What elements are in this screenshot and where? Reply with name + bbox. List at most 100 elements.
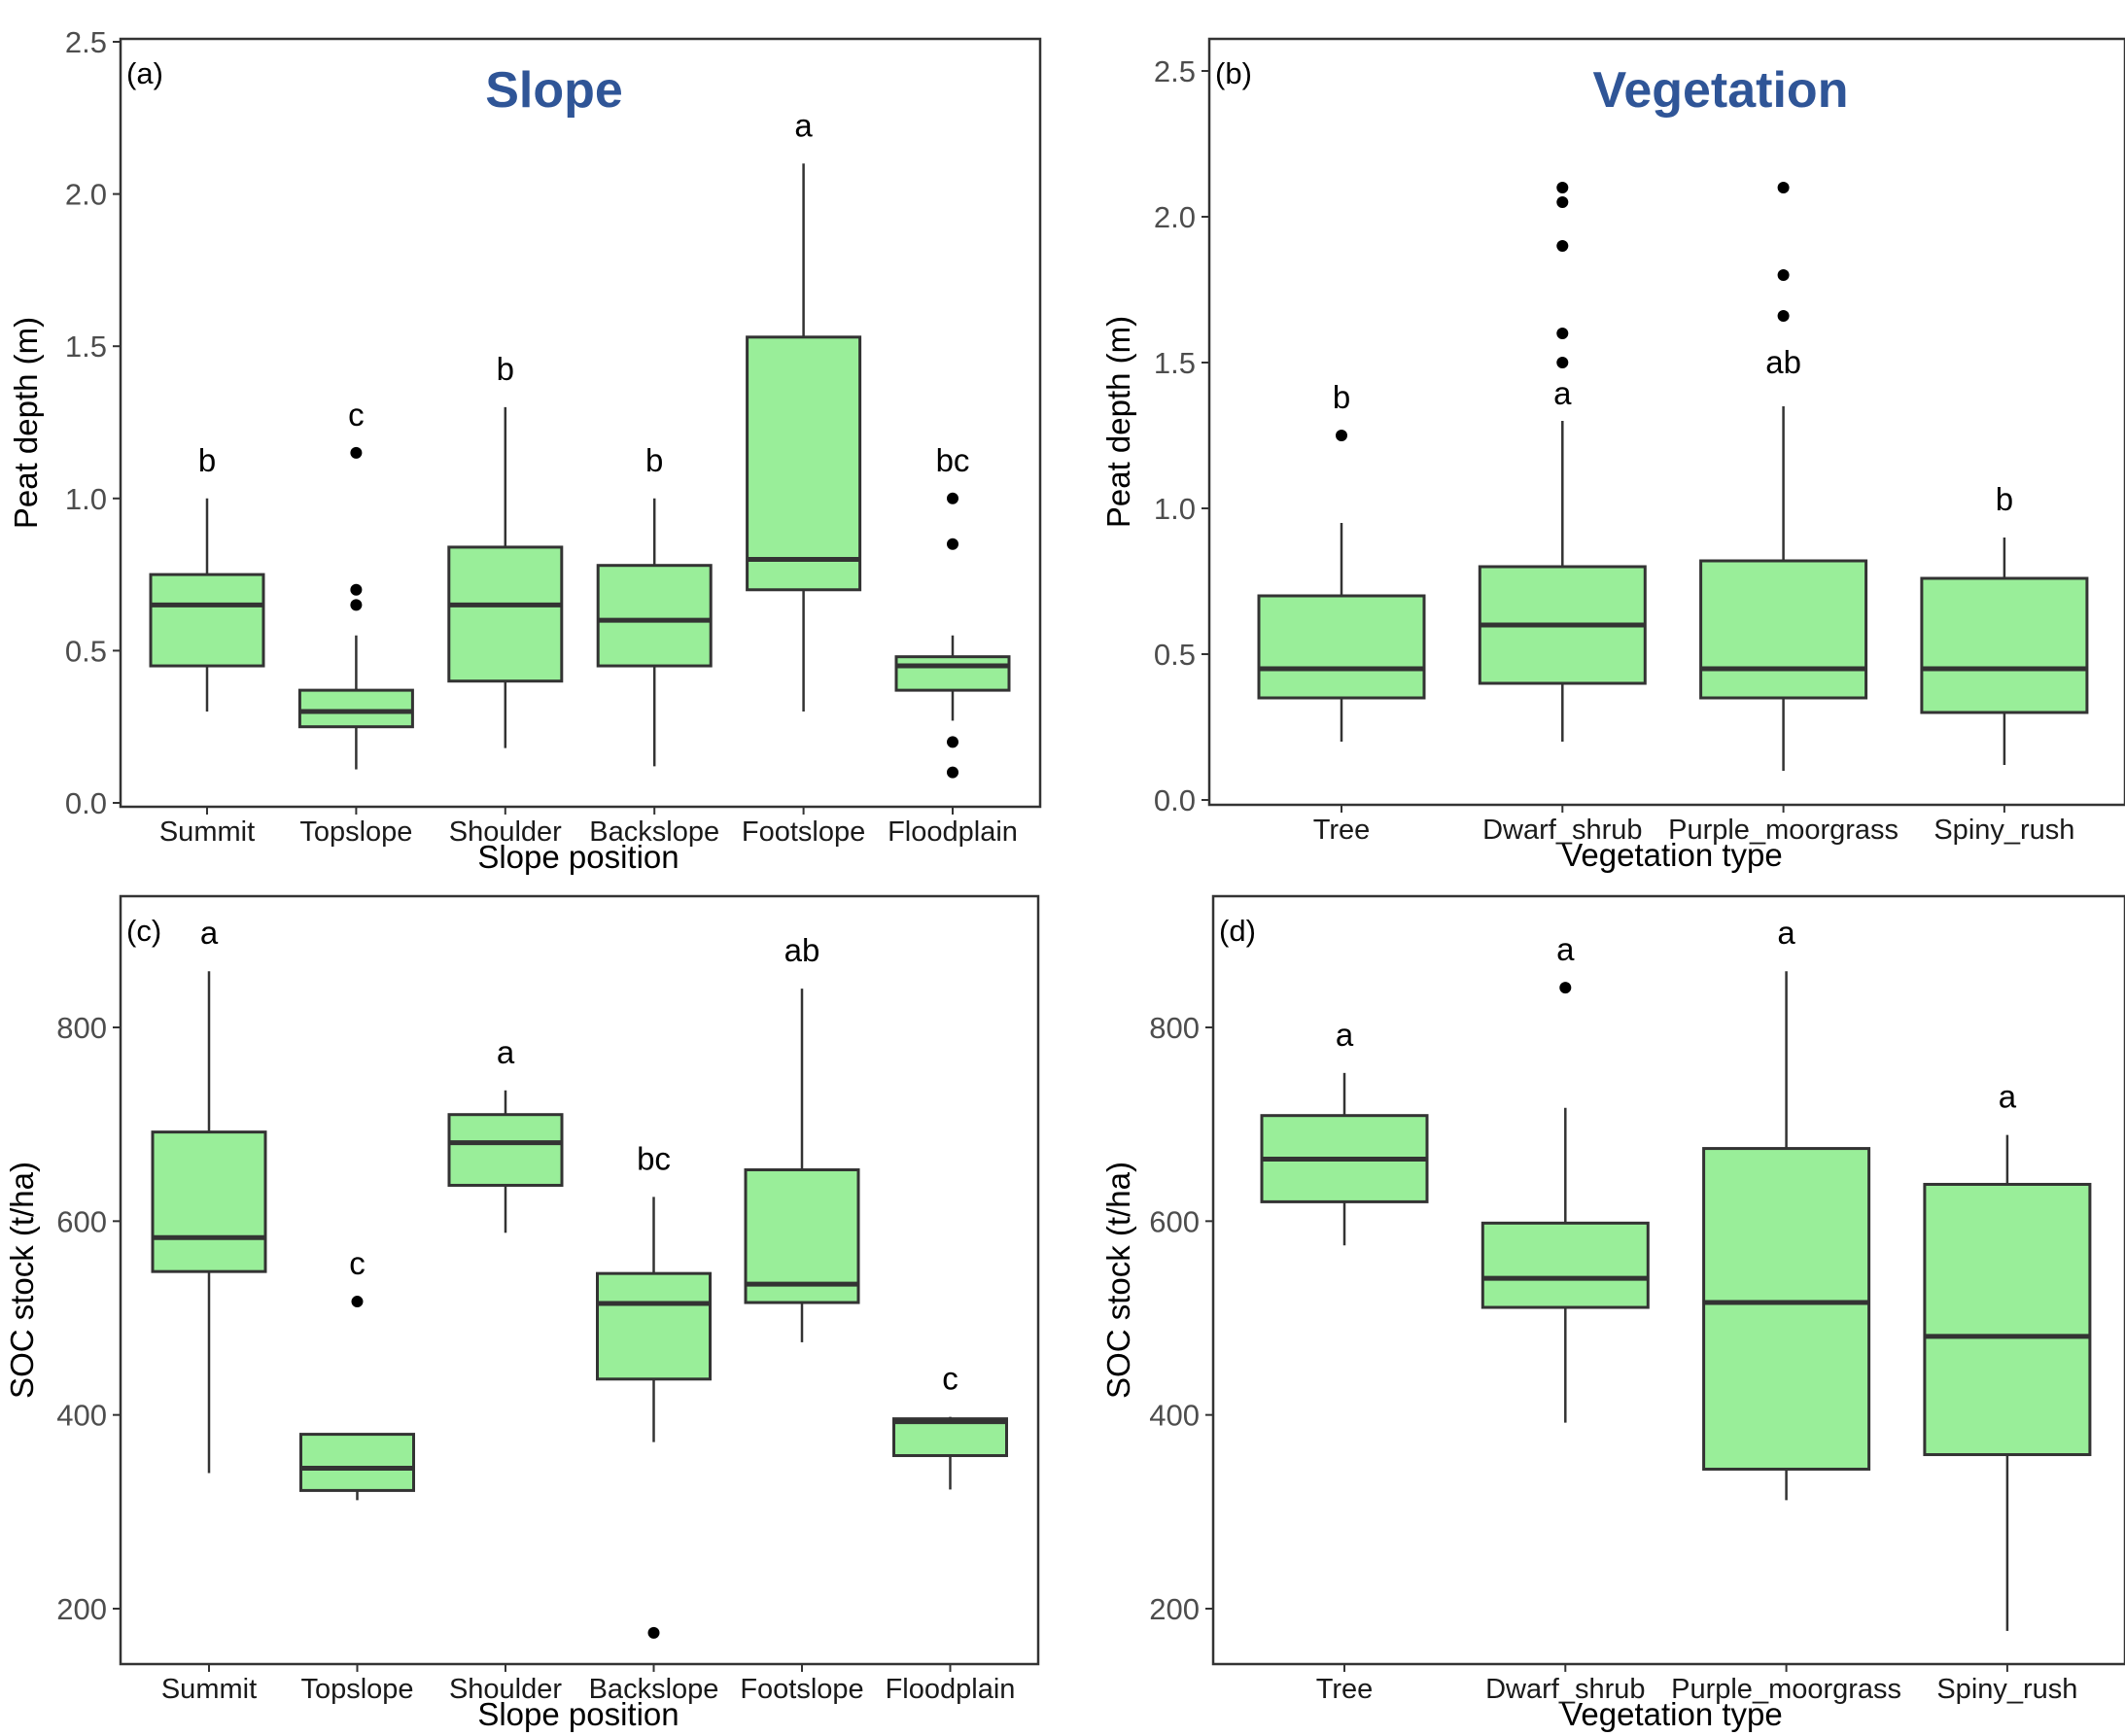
iqr-box xyxy=(1699,559,1868,700)
box-group-summit: b xyxy=(149,442,265,712)
iqr-box xyxy=(892,1417,1008,1458)
y-axis-label: Peat depth (m) xyxy=(1100,316,1136,528)
plot-frame xyxy=(119,37,1042,809)
significance-letter: b xyxy=(645,442,663,478)
x-category-label: Spiny_rush xyxy=(1936,1674,2077,1705)
y-tick-label: 1.5 xyxy=(65,330,107,364)
plot-frame xyxy=(119,894,1040,1666)
significance-letter: a xyxy=(1999,1079,2017,1115)
box-group-backslope: bc xyxy=(596,1140,712,1639)
outlier-point xyxy=(647,1626,660,1639)
significance-letter: ab xyxy=(1765,344,1801,380)
y-tick-label: 0.0 xyxy=(1154,783,1196,817)
panel-tag: (d) xyxy=(1219,914,1256,948)
significance-letter: ab xyxy=(784,932,820,968)
y-axis-label: Peat depth (m) xyxy=(8,317,44,529)
x-category-label: Purple_moorgrass xyxy=(1668,815,1899,846)
box-group-footslope: ab xyxy=(744,932,860,1342)
y-tick-label: 1.0 xyxy=(1154,492,1196,526)
outlier-point xyxy=(1556,196,1569,208)
y-tick-label: 200 xyxy=(1149,1592,1200,1626)
outlier-point xyxy=(350,583,363,596)
y-tick-label: 0.5 xyxy=(1154,638,1196,672)
y-tick-label: 0.0 xyxy=(65,786,107,820)
panel-tag: (b) xyxy=(1215,56,1252,90)
significance-letter: a xyxy=(200,915,219,951)
x-category-label: Summit xyxy=(161,1674,257,1705)
significance-letter: b xyxy=(1996,481,2013,517)
box-group-purple-moorgrass: ab xyxy=(1699,182,1868,771)
x-category-label: Shoulder xyxy=(449,816,562,848)
x-category-label: Spiny_rush xyxy=(1933,815,2074,846)
box-group-floodplain: bc xyxy=(894,442,1011,779)
outlier-point xyxy=(1336,430,1347,441)
y-tick-label: 2.5 xyxy=(1154,54,1196,88)
box-group-purple-moorgrass: a xyxy=(1702,915,1871,1501)
y-tick-label: 800 xyxy=(1149,1011,1200,1045)
significance-letter: bc xyxy=(936,442,970,478)
iqr-box xyxy=(596,1271,712,1381)
iqr-box xyxy=(746,335,862,592)
x-category-label: Floodplain xyxy=(888,816,1018,848)
x-category-label: Footslope xyxy=(740,1674,863,1705)
y-tick-label: 2.0 xyxy=(65,178,107,212)
iqr-box xyxy=(894,655,1011,692)
box-group-floodplain: c xyxy=(892,1361,1008,1490)
panel-d-soc-stock-by-vegetation: 200 400 600 800 SOC stock (t/ha) Vegetation t… xyxy=(1100,894,2125,1732)
iqr-box xyxy=(1923,1182,2092,1457)
outlier-point xyxy=(947,492,958,504)
significance-letter: a xyxy=(1553,375,1572,411)
iqr-box xyxy=(1920,576,2089,714)
x-category-label: Topslope xyxy=(299,816,412,848)
panel-b-peat-depth-by-vegetation: 0.0 0.5 1.0 1.5 2.0 2.5 Peat depth (m) Vegetati… xyxy=(1100,37,2125,873)
box-group-shoulder: b xyxy=(447,351,564,748)
iqr-box xyxy=(299,1433,415,1492)
outlier-point xyxy=(1559,982,1572,994)
y-tick-label: 400 xyxy=(56,1399,107,1433)
y-axis-label: SOC stock (t/ha) xyxy=(1100,1162,1136,1399)
box-group-tree: b xyxy=(1257,379,1426,742)
significance-letter: b xyxy=(198,442,216,478)
iqr-box xyxy=(1481,1221,1650,1309)
iqr-box xyxy=(1257,594,1426,700)
y-tick-label: 800 xyxy=(56,1011,107,1045)
outlier-point xyxy=(947,538,958,550)
y-tick-label: 2.0 xyxy=(1154,200,1196,234)
x-axis-label: Slope position xyxy=(477,1696,679,1732)
box-group-topslope: c xyxy=(297,397,414,770)
significance-letter: c xyxy=(349,1245,366,1281)
panel-title: Slope xyxy=(485,62,623,119)
outlier-point xyxy=(1556,182,1569,193)
outlier-point xyxy=(1777,269,1790,281)
y-axis-label: SOC stock (t/ha) xyxy=(4,1162,40,1399)
x-category-label: Backslope xyxy=(589,816,719,848)
outlier-point xyxy=(1556,240,1569,252)
panel-a-peat-depth-by-slope: 0.0 0.5 1.0 1.5 2.0 2.5 Peat depth (m) Slope po… xyxy=(8,25,1042,875)
y-tick-label: 1.5 xyxy=(1154,346,1196,380)
outlier-point xyxy=(1777,182,1790,193)
outlier-point xyxy=(1777,310,1790,322)
significance-letter: a xyxy=(497,1034,515,1070)
outlier-point xyxy=(947,766,958,779)
significance-letter: b xyxy=(1333,379,1350,415)
outlier-point xyxy=(1556,328,1569,339)
significance-letter: a xyxy=(1336,1017,1354,1053)
x-axis-label: Vegetation type xyxy=(1561,1696,1783,1732)
x-category-label: Summit xyxy=(159,816,255,848)
y-tick-label: 0.5 xyxy=(65,634,107,668)
y-tick-label: 600 xyxy=(56,1204,107,1238)
y-tick-label: 400 xyxy=(1149,1399,1200,1433)
x-category-label: Footslope xyxy=(742,816,865,848)
panel-title: Vegetation xyxy=(1593,62,1849,119)
box-group-tree: a xyxy=(1260,1017,1429,1246)
x-category-label: Dwarf_shrub xyxy=(1485,1674,1645,1705)
iqr-box xyxy=(447,1113,564,1187)
panel-c-soc-stock-by-slope: 200 400 600 800 SOC stock (t/ha) Slope positi… xyxy=(4,894,1040,1732)
panel-tag: (a) xyxy=(126,56,163,90)
x-category-label: Purple_moorgrass xyxy=(1671,1674,1901,1705)
box-group-shoulder: a xyxy=(447,1034,564,1233)
significance-letter: c xyxy=(348,397,365,433)
box-group-footslope: a xyxy=(746,107,862,712)
x-category-label: Tree xyxy=(1313,815,1371,846)
